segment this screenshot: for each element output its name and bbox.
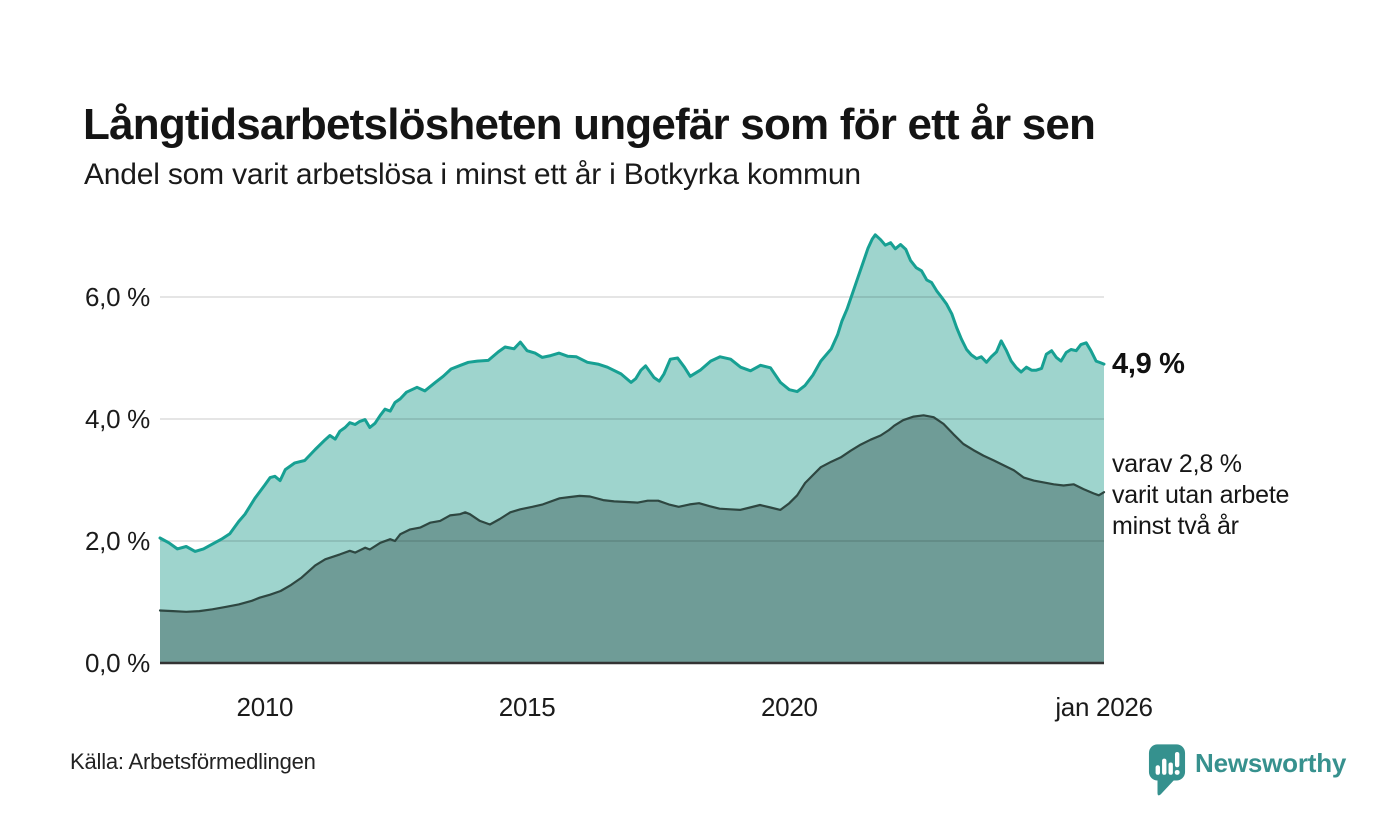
y-tick-label: 0,0 % xyxy=(85,648,150,678)
x-tick-label: 2015 xyxy=(498,692,556,722)
area-chart xyxy=(158,233,1106,665)
area-two-years xyxy=(160,415,1104,663)
x-tick-label: jan 2026 xyxy=(1055,692,1153,722)
newsworthy-icon-bars xyxy=(1155,752,1180,775)
end-label-line-1: varav 2,8 % xyxy=(1112,450,1242,479)
newsworthy-logo: Newsworthy xyxy=(1148,743,1346,799)
page-title: Långtidsarbetslösheten ungefär som för e… xyxy=(83,100,1096,150)
gridlines xyxy=(160,296,1104,542)
brand-name: Newsworthy xyxy=(1195,748,1347,778)
end-value-label-two-years: varav 2,8 % varit utan arbete minst två … xyxy=(1112,449,1289,542)
line-one-year xyxy=(158,233,1106,553)
y-tick-label: 2,0 % xyxy=(85,526,150,556)
y-tick-label: 4,0 % xyxy=(85,404,150,434)
plot-area xyxy=(158,223,1106,669)
end-label-line-3: minst två år xyxy=(1112,512,1239,541)
page-subtitle: Andel som varit arbetslösa i minst ett å… xyxy=(84,158,861,191)
y-tick-label: 6,0 % xyxy=(85,282,150,312)
newsworthy-icon xyxy=(1148,744,1186,796)
line-two-years xyxy=(158,414,1106,613)
x-tick-label: 2010 xyxy=(236,692,294,722)
x-tick-label: 2020 xyxy=(761,692,818,722)
source-note: Källa: Arbetsförmedlingen xyxy=(70,749,316,774)
end-value-label-one-year: 4,9 % xyxy=(1112,348,1185,381)
end-label-line-2: varit utan arbete xyxy=(1112,481,1290,510)
